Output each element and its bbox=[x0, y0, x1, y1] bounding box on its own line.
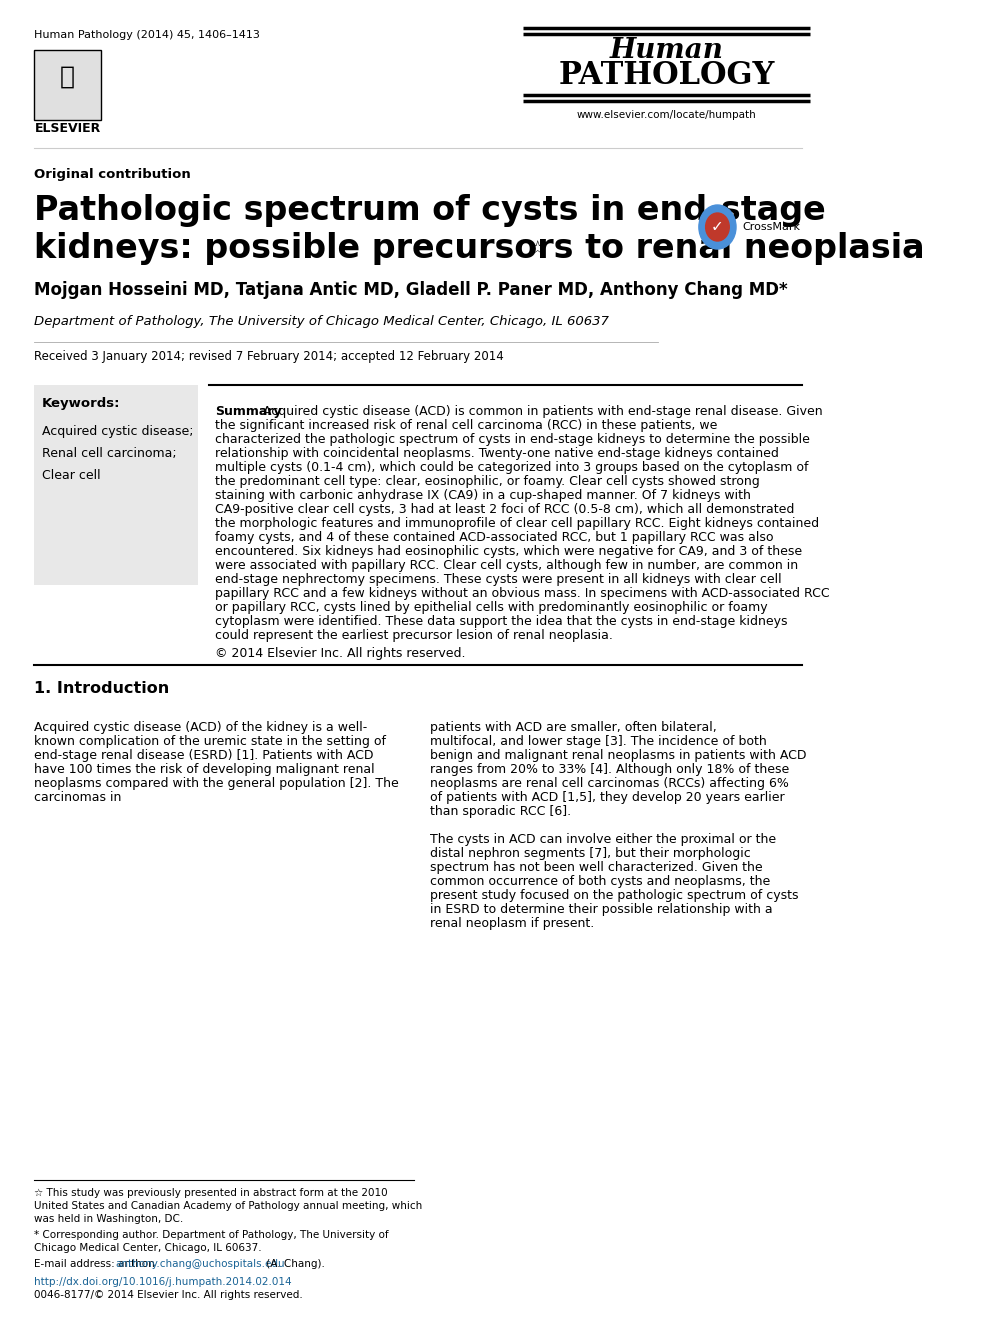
Text: 1. Introduction: 1. Introduction bbox=[34, 681, 169, 696]
Text: Clear cell: Clear cell bbox=[43, 469, 101, 482]
Text: spectrum has not been well characterized. Given the: spectrum has not been well characterized… bbox=[431, 861, 763, 874]
Text: 0046-8177/© 2014 Elsevier Inc. All rights reserved.: 0046-8177/© 2014 Elsevier Inc. All right… bbox=[34, 1290, 303, 1300]
Text: benign and malignant renal neoplasms in patients with ACD: benign and malignant renal neoplasms in … bbox=[431, 748, 807, 762]
Text: http://dx.doi.org/10.1016/j.humpath.2014.02.014: http://dx.doi.org/10.1016/j.humpath.2014… bbox=[34, 1276, 291, 1287]
Text: the significant increased risk of renal cell carcinoma (RCC) in these patients, : the significant increased risk of renal … bbox=[215, 418, 718, 432]
Text: Department of Pathology, The University of Chicago Medical Center, Chicago, IL 6: Department of Pathology, The University … bbox=[34, 315, 609, 327]
Text: multiple cysts (0.1-4 cm), which could be categorized into 3 groups based on the: multiple cysts (0.1-4 cm), which could b… bbox=[215, 461, 809, 474]
Text: staining with carbonic anhydrase IX (CA9) in a cup-shaped manner. Of 7 kidneys w: staining with carbonic anhydrase IX (CA9… bbox=[215, 488, 751, 502]
Text: United States and Canadian Academy of Pathology annual meeting, which: United States and Canadian Academy of Pa… bbox=[34, 1201, 422, 1210]
Text: CA9-positive clear cell cysts, 3 had at least 2 foci of RCC (0.5-8 cm), which al: CA9-positive clear cell cysts, 3 had at … bbox=[215, 503, 795, 516]
Text: PATHOLOGY: PATHOLOGY bbox=[558, 59, 775, 91]
Text: was held in Washington, DC.: was held in Washington, DC. bbox=[34, 1214, 183, 1224]
Text: Acquired cystic disease;: Acquired cystic disease; bbox=[43, 425, 194, 438]
Text: foamy cysts, and 4 of these contained ACD-associated RCC, but 1 papillary RCC wa: foamy cysts, and 4 of these contained AC… bbox=[215, 531, 774, 544]
Text: patients with ACD are smaller, often bilateral,: patients with ACD are smaller, often bil… bbox=[431, 721, 717, 734]
Text: The cysts in ACD can involve either the proximal or the: The cysts in ACD can involve either the … bbox=[431, 833, 776, 846]
Text: Keywords:: Keywords: bbox=[43, 397, 121, 411]
Text: Human: Human bbox=[610, 37, 724, 63]
Text: encountered. Six kidneys had eosinophilic cysts, which were negative for CA9, an: encountered. Six kidneys had eosinophili… bbox=[215, 545, 802, 558]
Text: characterized the pathologic spectrum of cysts in end-stage kidneys to determine: characterized the pathologic spectrum of… bbox=[215, 433, 810, 446]
Text: than sporadic RCC [6].: than sporadic RCC [6]. bbox=[431, 805, 571, 818]
Text: ranges from 20% to 33% [4]. Although only 18% of these: ranges from 20% to 33% [4]. Although onl… bbox=[431, 763, 790, 776]
Text: (A. Chang).: (A. Chang). bbox=[263, 1259, 326, 1269]
Text: E-mail address: anthon: E-mail address: anthon bbox=[34, 1259, 154, 1269]
Text: 🌳: 🌳 bbox=[60, 65, 75, 88]
Text: could represent the earliest precursor lesion of renal neoplasia.: could represent the earliest precursor l… bbox=[215, 630, 613, 642]
Text: common occurrence of both cysts and neoplasms, the: common occurrence of both cysts and neop… bbox=[431, 875, 771, 888]
Text: Acquired cystic disease (ACD) of the kidney is a well-: Acquired cystic disease (ACD) of the kid… bbox=[34, 721, 367, 734]
Text: kidneys: possible precursors to renal neoplasia: kidneys: possible precursors to renal ne… bbox=[34, 232, 925, 265]
Text: ☆: ☆ bbox=[530, 240, 546, 259]
Text: renal neoplasm if present.: renal neoplasm if present. bbox=[431, 917, 595, 931]
Text: were associated with papillary RCC. Clear cell cysts, although few in number, ar: were associated with papillary RCC. Clea… bbox=[215, 558, 798, 572]
Text: * Corresponding author. Department of Pathology, The University of: * Corresponding author. Department of Pa… bbox=[34, 1230, 388, 1239]
Text: the predominant cell type: clear, eosinophilic, or foamy. Clear cell cysts showe: the predominant cell type: clear, eosino… bbox=[215, 475, 760, 488]
Text: or papillary RCC, cysts lined by epithelial cells with predominantly eosinophili: or papillary RCC, cysts lined by epithel… bbox=[215, 601, 768, 614]
Text: the morphologic features and immunoprofile of clear cell papillary RCC. Eight ki: the morphologic features and immunoprofi… bbox=[215, 517, 820, 531]
FancyBboxPatch shape bbox=[34, 50, 101, 120]
Text: neoplasms compared with the general population [2]. The: neoplasms compared with the general popu… bbox=[34, 777, 399, 789]
Text: of patients with ACD [1,5], they develop 20 years earlier: of patients with ACD [1,5], they develop… bbox=[431, 791, 785, 804]
Text: present study focused on the pathologic spectrum of cysts: present study focused on the pathologic … bbox=[431, 888, 799, 902]
Text: Received 3 January 2014; revised 7 February 2014; accepted 12 February 2014: Received 3 January 2014; revised 7 Febru… bbox=[34, 350, 504, 363]
Text: www.elsevier.com/locate/humpath: www.elsevier.com/locate/humpath bbox=[577, 110, 756, 120]
Text: Human Pathology (2014) 45, 1406–1413: Human Pathology (2014) 45, 1406–1413 bbox=[34, 30, 259, 40]
Text: Renal cell carcinoma;: Renal cell carcinoma; bbox=[43, 447, 177, 459]
Text: end-stage nephrectomy specimens. These cysts were present in all kidneys with cl: end-stage nephrectomy specimens. These c… bbox=[215, 573, 782, 586]
Text: Pathologic spectrum of cysts in end-stage: Pathologic spectrum of cysts in end-stag… bbox=[34, 194, 826, 227]
Text: neoplasms are renal cell carcinomas (RCCs) affecting 6%: neoplasms are renal cell carcinomas (RCC… bbox=[431, 777, 789, 789]
Text: Mojgan Hosseini MD, Tatjana Antic MD, Gladell P. Paner MD, Anthony Chang MD*: Mojgan Hosseini MD, Tatjana Antic MD, Gl… bbox=[34, 281, 787, 300]
Circle shape bbox=[699, 205, 736, 249]
Text: multifocal, and lower stage [3]. The incidence of both: multifocal, and lower stage [3]. The inc… bbox=[431, 735, 767, 748]
Text: distal nephron segments [7], but their morphologic: distal nephron segments [7], but their m… bbox=[431, 847, 751, 861]
Text: © 2014 Elsevier Inc. All rights reserved.: © 2014 Elsevier Inc. All rights reserved… bbox=[215, 647, 465, 660]
Text: Chicago Medical Center, Chicago, IL 60637.: Chicago Medical Center, Chicago, IL 6063… bbox=[34, 1243, 261, 1253]
Text: ✓: ✓ bbox=[711, 219, 724, 235]
Text: have 100 times the risk of developing malignant renal: have 100 times the risk of developing ma… bbox=[34, 763, 374, 776]
Text: known complication of the uremic state in the setting of: known complication of the uremic state i… bbox=[34, 735, 386, 748]
Text: Summary: Summary bbox=[215, 405, 282, 418]
Text: ☆ This study was previously presented in abstract form at the 2010: ☆ This study was previously presented in… bbox=[34, 1188, 387, 1199]
Text: cytoplasm were identified. These data support the idea that the cysts in end-sta: cytoplasm were identified. These data su… bbox=[215, 615, 788, 628]
Text: Original contribution: Original contribution bbox=[34, 168, 190, 181]
Text: papillary RCC and a few kidneys without an obvious mass. In specimens with ACD-a: papillary RCC and a few kidneys without … bbox=[215, 587, 830, 601]
Text: in ESRD to determine their possible relationship with a: in ESRD to determine their possible rela… bbox=[431, 903, 773, 916]
Text: ELSEVIER: ELSEVIER bbox=[35, 121, 101, 135]
Text: relationship with coincidental neoplasms. Twenty-one native end-stage kidneys co: relationship with coincidental neoplasms… bbox=[215, 447, 779, 459]
Circle shape bbox=[706, 213, 730, 242]
Text: end-stage renal disease (ESRD) [1]. Patients with ACD: end-stage renal disease (ESRD) [1]. Pati… bbox=[34, 748, 373, 762]
Text: Acquired cystic disease (ACD) is common in patients with end-stage renal disease: Acquired cystic disease (ACD) is common … bbox=[259, 405, 823, 418]
Text: anthony.chang@uchospitals.edu: anthony.chang@uchospitals.edu bbox=[116, 1259, 285, 1269]
FancyBboxPatch shape bbox=[34, 385, 198, 585]
Text: carcinomas in: carcinomas in bbox=[34, 791, 121, 804]
Text: CrossMark: CrossMark bbox=[742, 222, 801, 232]
